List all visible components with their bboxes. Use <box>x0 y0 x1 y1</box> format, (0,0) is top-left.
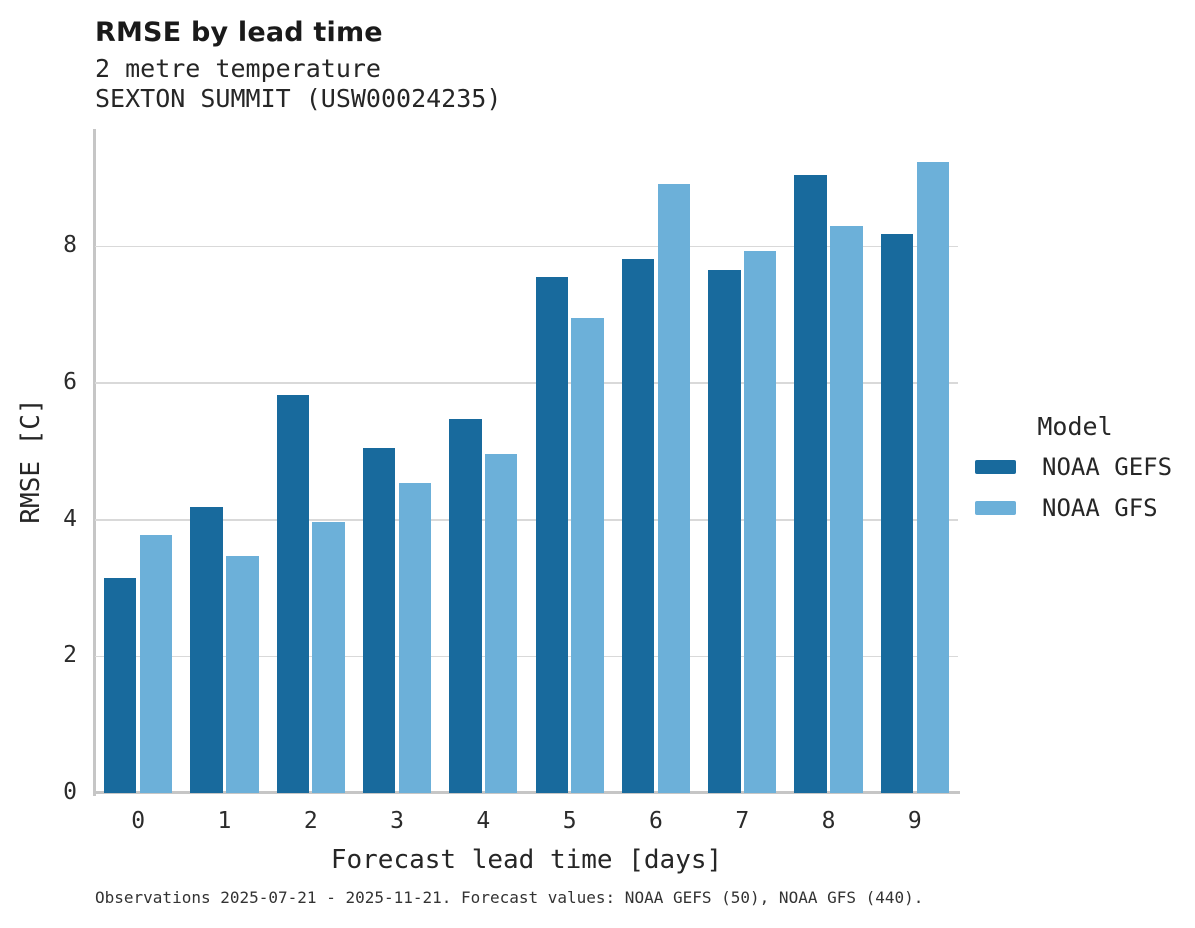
legend-entry-noaa-gfs: NOAA GFS <box>975 494 1175 522</box>
chart-subtitle-variable: 2 metre temperature <box>95 54 381 83</box>
bar-noaa-gefs-lead-0 <box>104 577 137 793</box>
legend-entry-noaa-gefs: NOAA GEFS <box>975 453 1175 481</box>
gridline-8 <box>95 245 958 248</box>
bar-noaa-gfs-lead-8 <box>830 226 863 793</box>
bar-noaa-gfs-lead-3 <box>398 482 432 793</box>
gridline-6 <box>95 382 958 384</box>
bar-noaa-gefs-lead-7 <box>708 269 741 793</box>
bar-noaa-gefs-lead-4 <box>449 419 482 793</box>
legend-swatch-noaa-gefs-icon <box>975 460 1016 474</box>
bar-noaa-gfs-lead-2 <box>312 521 345 793</box>
bar-noaa-gfs-lead-4 <box>485 454 518 793</box>
chart-title: RMSE by lead time <box>95 17 383 48</box>
bar-noaa-gfs-lead-0 <box>139 535 173 793</box>
bar-noaa-gfs-lead-9 <box>916 162 949 793</box>
y-tick-2: 2 <box>63 642 77 669</box>
chart-header: RMSE by lead time 2 metre temperature SE… <box>95 16 501 113</box>
legend-label-noaa-gfs: NOAA GFS <box>1042 494 1158 522</box>
x-tick-4: 4 <box>476 808 491 834</box>
bar-noaa-gefs-lead-8 <box>794 175 827 793</box>
y-tick-6: 6 <box>63 369 77 396</box>
y-tick-4: 4 <box>63 505 77 532</box>
bar-noaa-gefs-lead-5 <box>535 277 568 793</box>
y-tick-0: 0 <box>63 778 77 805</box>
plot-area <box>95 129 958 793</box>
gridline-2 <box>95 655 958 658</box>
legend-title: Model <box>1037 412 1113 441</box>
x-tick-7: 7 <box>735 808 750 834</box>
y-axis-spine <box>93 129 96 796</box>
gridline-4 <box>95 518 958 521</box>
x-tick-3: 3 <box>390 808 404 834</box>
chart-subtitle-station: SEXTON SUMMIT (USW00024235) <box>95 83 502 113</box>
bar-noaa-gefs-lead-1 <box>190 506 223 793</box>
bar-noaa-gefs-lead-6 <box>621 258 655 793</box>
x-axis-spine <box>93 791 960 794</box>
x-axis-label: Forecast lead time [days] <box>330 845 723 875</box>
x-tick-0: 0 <box>131 808 146 834</box>
bar-noaa-gfs-lead-5 <box>571 318 604 793</box>
legend-label-noaa-gefs: NOAA GEFS <box>1042 453 1173 481</box>
legend-swatch-noaa-gfs-icon <box>975 501 1016 515</box>
bar-noaa-gfs-lead-1 <box>226 555 259 793</box>
x-tick-5: 5 <box>562 808 577 834</box>
bar-noaa-gfs-lead-6 <box>657 184 691 793</box>
x-tick-1: 1 <box>217 808 232 834</box>
bar-noaa-gefs-lead-3 <box>362 448 396 793</box>
x-tick-8: 8 <box>821 808 836 834</box>
legend: Model NOAA GEFS NOAA GFS <box>975 412 1175 535</box>
x-tick-2: 2 <box>303 808 318 834</box>
x-tick-6: 6 <box>649 808 663 834</box>
bar-noaa-gfs-lead-7 <box>743 250 777 793</box>
bar-noaa-gefs-lead-2 <box>276 395 310 793</box>
x-tick-9: 9 <box>907 808 922 834</box>
y-tick-8: 8 <box>63 232 77 259</box>
footer-caption: Observations 2025-07-21 - 2025-11-21. Fo… <box>95 888 924 907</box>
bar-noaa-gefs-lead-9 <box>880 234 914 793</box>
